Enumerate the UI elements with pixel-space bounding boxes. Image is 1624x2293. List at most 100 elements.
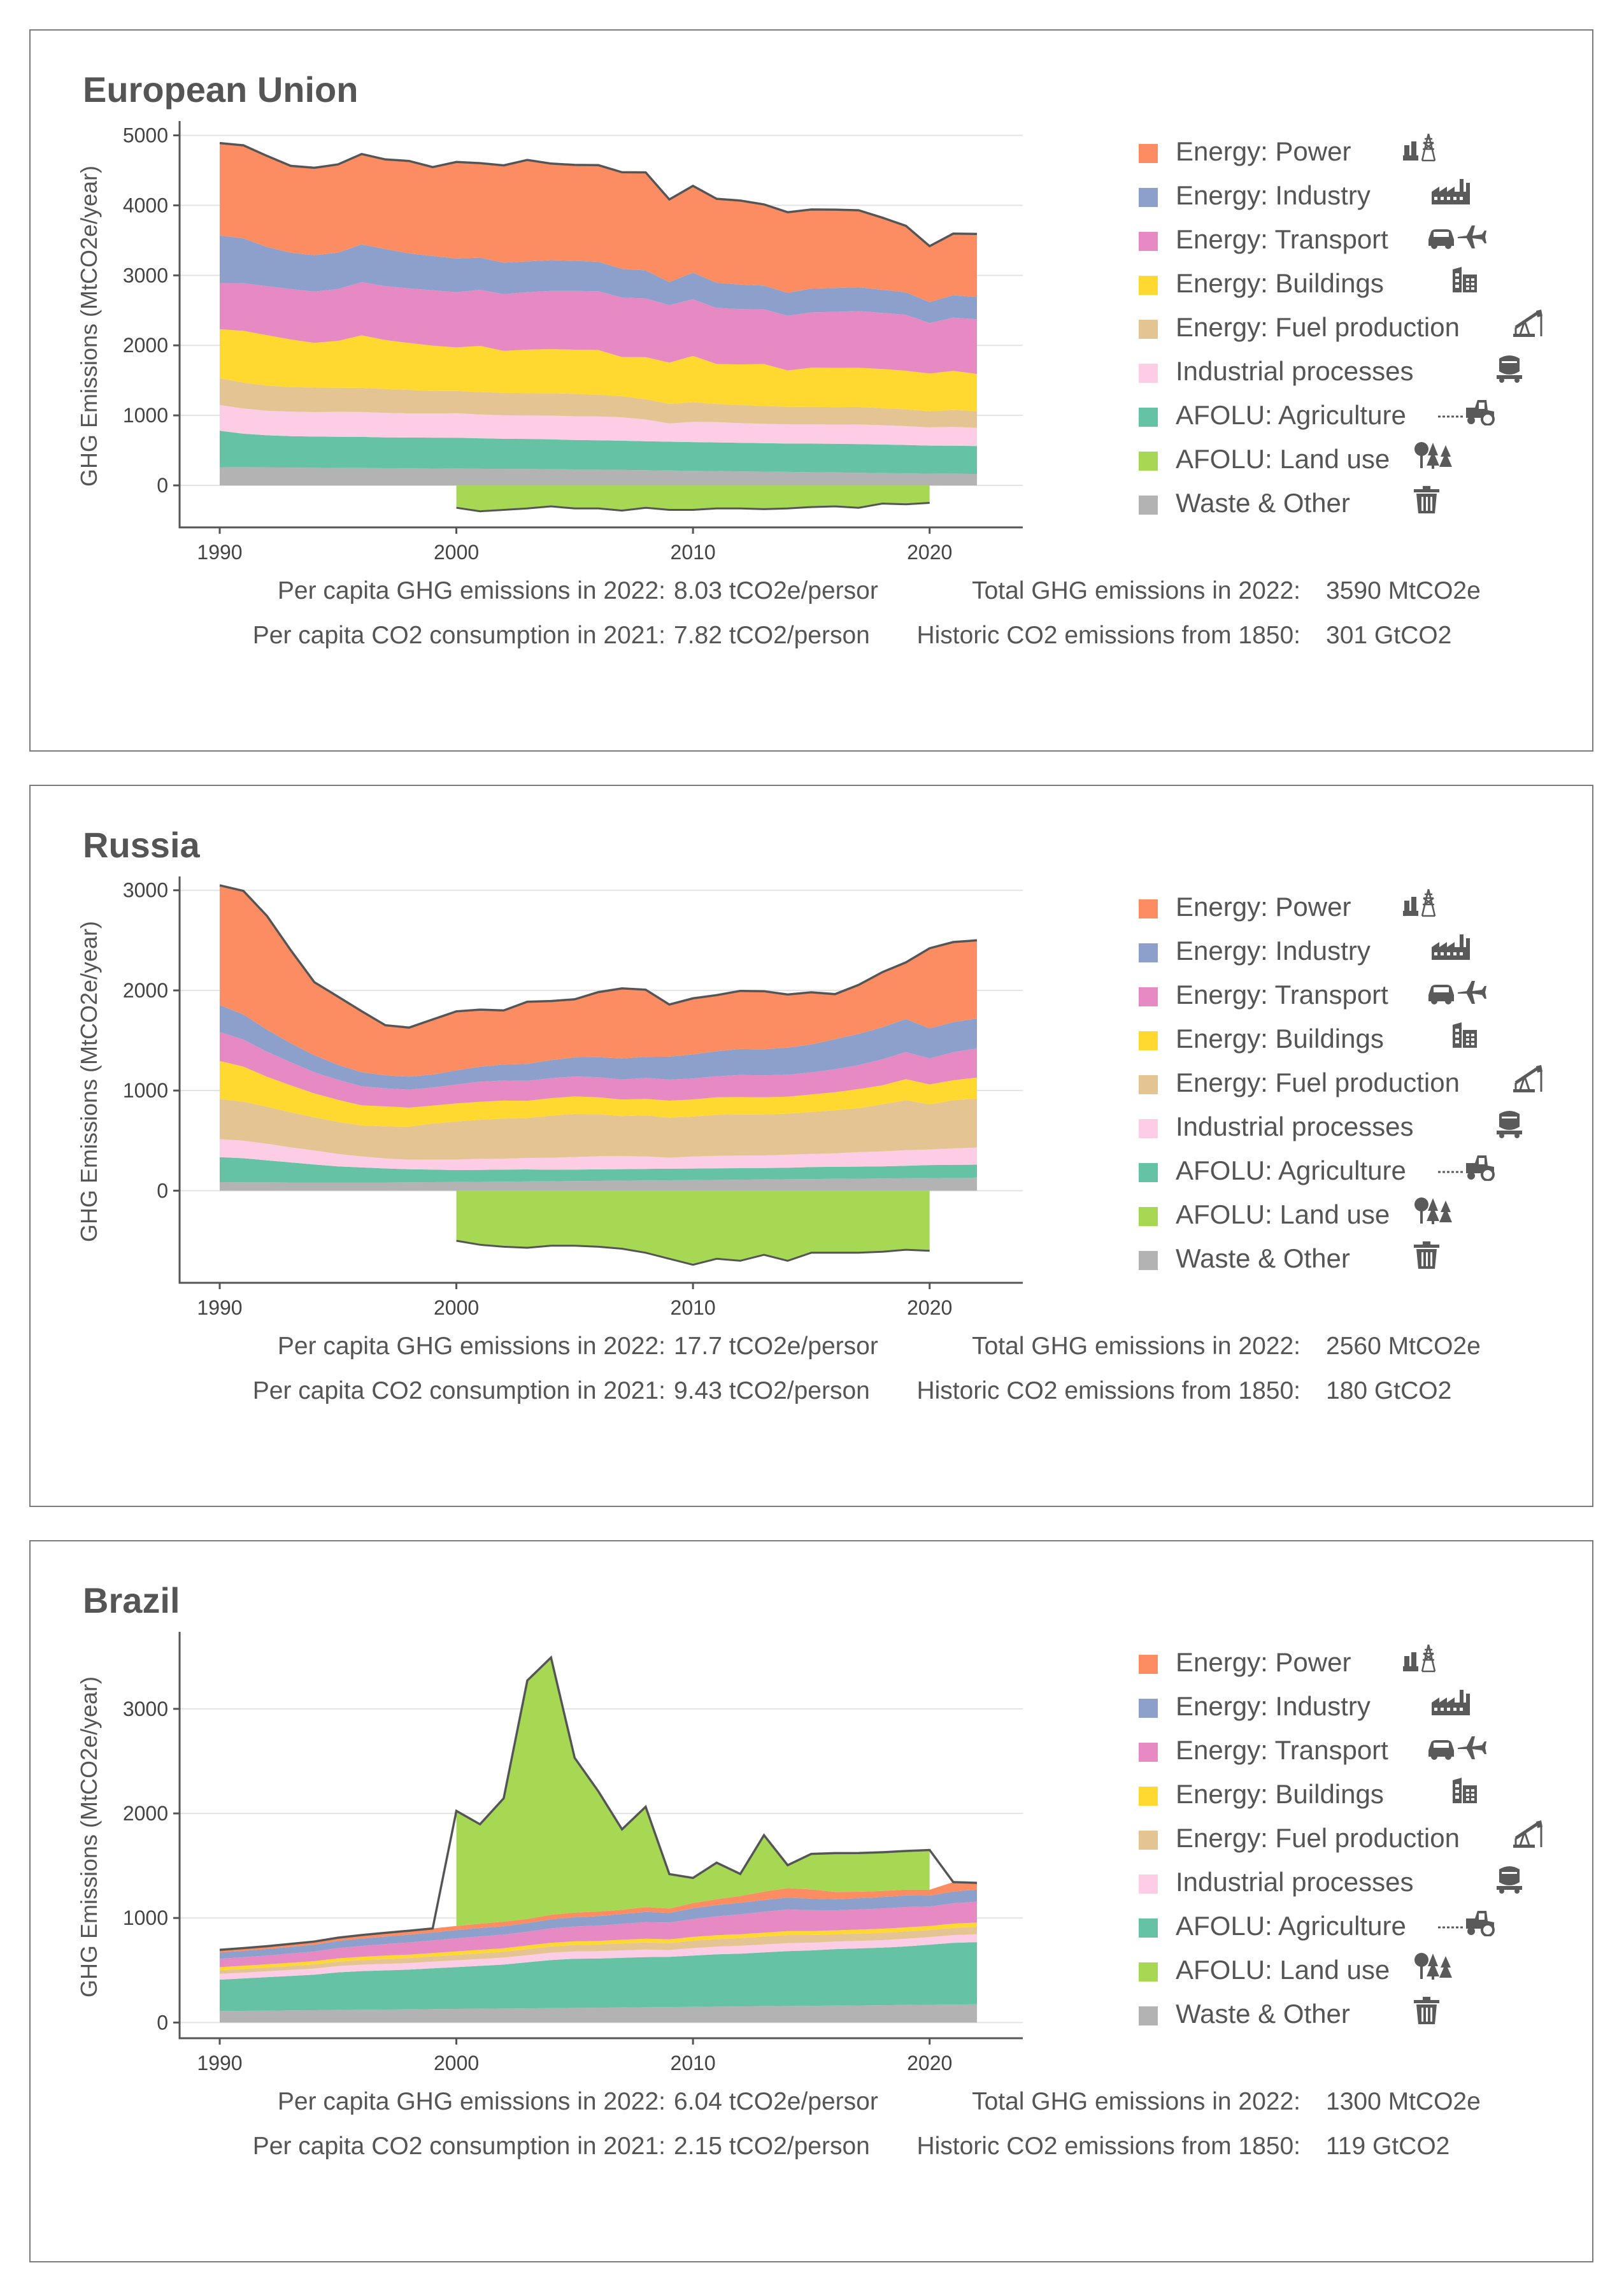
stats-block: Per capita GHG emissions in 2022: 8.03 t… — [31, 577, 1592, 666]
tractor-icon — [1438, 400, 1495, 425]
x-tick-label: 2020 — [907, 2052, 952, 2075]
legend-label: AFOLU: Land use — [1176, 1199, 1390, 1229]
y-tick-label: 0 — [157, 474, 168, 497]
stat-value-per-capita-co2: 2.15 tCO2/person — [674, 2132, 870, 2160]
legend-swatch — [1139, 1075, 1158, 1094]
legend-swatch — [1139, 1207, 1158, 1226]
y-tick-label: 0 — [157, 1179, 168, 1202]
legend-swatch — [1139, 408, 1158, 427]
area-buildings — [220, 1061, 977, 1127]
legend-item-transport: Energy: Transport — [1139, 976, 1559, 1020]
area-transport — [220, 1032, 977, 1108]
panel-title: European Union — [83, 69, 359, 110]
stat-value-historic-co2: 301 GtCO2 — [1326, 622, 1452, 649]
total-outline — [219, 884, 978, 1029]
legend-label: Energy: Transport — [1176, 224, 1388, 254]
area-industry — [220, 235, 977, 324]
legend-label: Industrial processes — [1176, 356, 1414, 386]
legend-label: Energy: Transport — [1176, 1735, 1388, 1765]
area-waste — [220, 1177, 977, 1191]
area-chart-eu: 0 1000 2000 3000 4000 5000 1990 2000 2010 2020 GHG… — [76, 121, 1023, 564]
stat-label-historic-co2: Historic CO2 emissions from 1850: — [916, 2132, 1300, 2160]
legend-item-process: Industrial processes — [1139, 352, 1559, 396]
stats-block: Per capita GHG emissions in 2022: 17.7 t… — [31, 1332, 1592, 1422]
trees-icon — [1414, 442, 1452, 469]
legend-item-industry: Energy: Industry — [1139, 1687, 1559, 1731]
oil-pump-icon — [1513, 310, 1542, 337]
stat-value-per-capita-co2: 9.43 tCO2/person — [674, 1377, 870, 1404]
legend-swatch — [1139, 1787, 1158, 1806]
area-power — [220, 1882, 977, 1953]
total-outline — [219, 141, 978, 248]
stat-label-total-ghg: Total GHG emissions in 2022: — [972, 1332, 1300, 1360]
legend-swatch — [1139, 1918, 1158, 1938]
legend-swatch — [1139, 899, 1158, 918]
legend-swatch — [1139, 320, 1158, 339]
x-tick-label: 2010 — [671, 1296, 716, 1319]
stat-value-historic-co2: 119 GtCO2 — [1326, 2132, 1450, 2160]
legend-item-transport: Energy: Transport — [1139, 1731, 1559, 1775]
legend-label: Waste & Other — [1176, 1243, 1350, 1273]
axes — [178, 1632, 1023, 2039]
trees-icon — [1414, 1953, 1452, 1980]
y-tick-label: 0 — [157, 2011, 168, 2034]
area-fuel — [220, 1098, 977, 1160]
building-icon — [1453, 267, 1477, 292]
legend-label: Energy: Power — [1176, 892, 1351, 922]
y-tick-label: 1000 — [123, 1079, 168, 1102]
legend-item-agri: AFOLU: Agriculture — [1139, 396, 1559, 440]
oil-pump-icon — [1513, 1820, 1542, 1848]
area-landuse — [456, 1190, 930, 1265]
legend-item-transport: Energy: Transport — [1139, 220, 1559, 264]
x-tick-label: 1990 — [197, 2052, 242, 2075]
legend-item-landuse: AFOLU: Land use — [1139, 1196, 1559, 1239]
legend-item-process: Industrial processes — [1139, 1863, 1559, 1907]
building-icon — [1453, 1022, 1477, 1048]
legend-item-power: Energy: Power — [1139, 1643, 1559, 1687]
y-tick-label: 1000 — [123, 404, 168, 427]
stat-label-per-capita-ghg: Per capita GHG emissions in 2022: — [277, 2088, 666, 2115]
legend-swatch — [1139, 144, 1158, 163]
y-axis-title: GHG Emissions (MtCO2e/year) — [76, 1676, 102, 1997]
legend-label: Energy: Buildings — [1176, 1779, 1384, 1809]
y-tick-label: 2000 — [123, 334, 168, 357]
area-chart-brazil: 0 1000 2000 3000 1990 2000 2010 2020 GHG Emissio… — [76, 1632, 1023, 2075]
cement-mixer-icon — [1497, 1111, 1522, 1138]
area-agri — [220, 431, 977, 474]
y-tick-label: 1000 — [123, 1906, 168, 1929]
area-agri — [220, 1942, 977, 2011]
panel-title: Brazil — [83, 1580, 180, 1620]
cement-mixer-icon — [1497, 1866, 1522, 1894]
legend-label: Energy: Power — [1176, 1647, 1351, 1677]
legend-swatch — [1139, 496, 1158, 515]
legend-label: Energy: Fuel production — [1176, 312, 1460, 342]
stat-label-per-capita-co2: Per capita CO2 consumption in 2021: — [252, 1377, 666, 1404]
panel-european-union: 0 1000 2000 3000 4000 5000 1990 2000 2010 2020 GHG… — [29, 29, 1593, 752]
legend-swatch — [1139, 276, 1158, 295]
stat-value-total-ghg: 3590 MtCO2e — [1326, 577, 1481, 604]
legend-label: AFOLU: Agriculture — [1176, 1155, 1406, 1185]
legend-label: Waste & Other — [1176, 1999, 1350, 2029]
x-tick-label: 2000 — [434, 541, 479, 564]
legend-label: Energy: Transport — [1176, 980, 1388, 1010]
panel-russia: 0 1000 2000 3000 1990 2000 2010 2020 GHG Emissio… — [29, 785, 1593, 1507]
x-tick-label: 2020 — [907, 1296, 952, 1319]
axes — [178, 121, 1023, 529]
x-tick-label: 2010 — [671, 541, 716, 564]
legend-label: Industrial processes — [1176, 1867, 1414, 1897]
y-tick-label: 3000 — [123, 879, 168, 902]
y-tick-label: 3000 — [123, 264, 168, 287]
power-plant-icon — [1403, 133, 1436, 162]
legend: Energy: Power Energy: Industry Energy: Tra… — [1139, 1643, 1559, 2039]
legend-swatch — [1139, 2006, 1158, 2025]
legend-label: Energy: Power — [1176, 136, 1351, 166]
legend-item-buildings: Energy: Buildings — [1139, 1775, 1559, 1819]
y-tick-label: 3000 — [123, 1697, 168, 1720]
legend-swatch — [1139, 987, 1158, 1006]
area-chart-russia: 0 1000 2000 3000 1990 2000 2010 2020 GHG Emissio… — [76, 876, 1023, 1319]
legend-swatch — [1139, 1163, 1158, 1182]
stat-label-per-capita-co2: Per capita CO2 consumption in 2021: — [252, 2132, 666, 2160]
total-outline — [219, 1655, 978, 1952]
factory-icon — [1432, 1690, 1470, 1715]
landuse-outline — [456, 1239, 930, 1266]
